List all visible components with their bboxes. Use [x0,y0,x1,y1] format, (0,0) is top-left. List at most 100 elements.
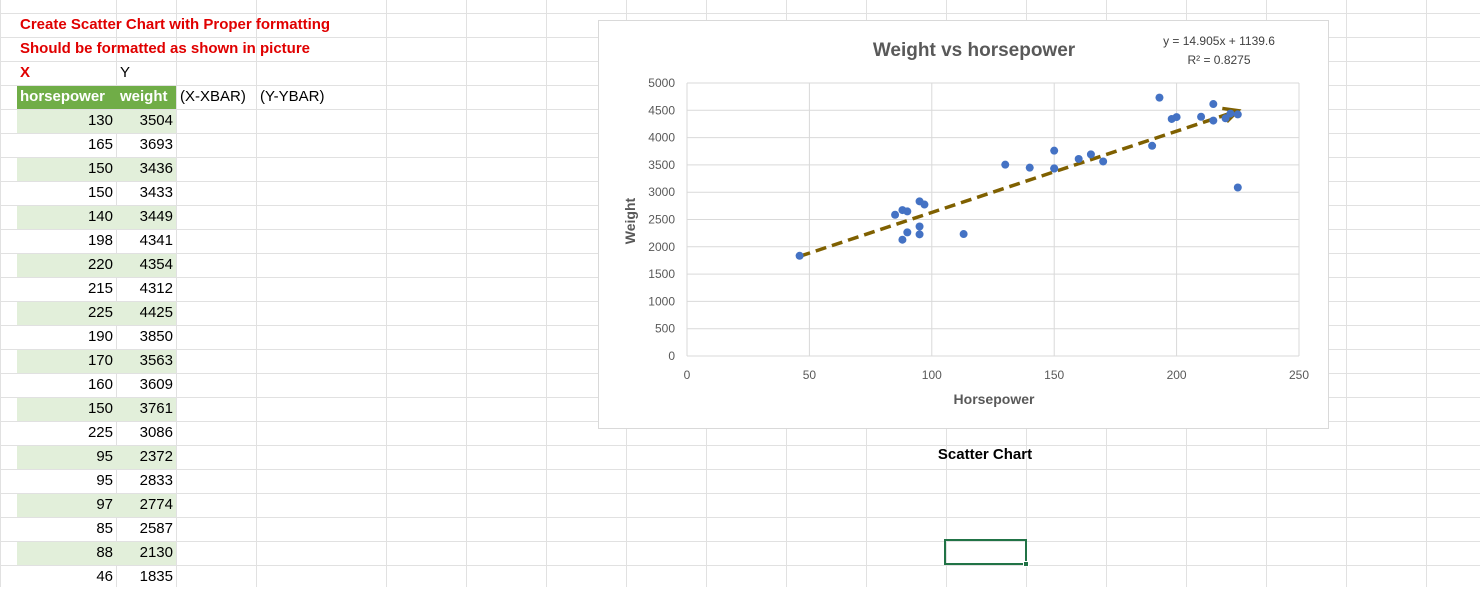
cell-horsepower[interactable]: 88 [96,544,113,561]
row-band [17,446,176,469]
cell-horsepower[interactable]: 150 [87,400,113,417]
data-point [1172,113,1181,122]
y-tick-label: 1500 [648,267,675,281]
cell-weight[interactable]: 3086 [139,424,173,441]
y-tick-label: 4500 [648,103,675,117]
fill-handle[interactable] [1023,561,1029,567]
x-tick-label: 100 [922,368,942,382]
cell-horsepower[interactable]: 170 [87,352,113,369]
row-band [17,254,176,277]
data-point [1050,146,1059,155]
data-point [898,235,907,244]
y-tick-label: 2000 [648,240,675,254]
cell-weight[interactable]: 2130 [139,544,173,561]
cell-horsepower[interactable]: 150 [87,160,113,177]
data-point [1148,141,1157,150]
header-y-ybar[interactable]: (Y-YBAR) [260,88,325,105]
cell-horsepower[interactable]: 160 [87,376,113,393]
cell-horsepower[interactable]: 95 [96,472,113,489]
cell-weight[interactable]: 3761 [139,400,173,417]
header-fill [17,86,176,109]
y-axis-title: Weight [622,197,638,244]
trendline-r-squared: R² = 0.8275 [1187,53,1250,67]
cell-weight[interactable]: 4312 [139,280,173,297]
row-band [17,494,176,517]
y-tick-label: 3500 [648,158,675,172]
cell-weight[interactable]: 3504 [139,112,173,129]
cell-horsepower[interactable]: 130 [87,112,113,129]
label-y[interactable]: Y [120,64,131,81]
label-x[interactable]: X [20,64,31,81]
data-point [1233,110,1242,119]
data-point [1074,154,1083,163]
y-tick-label: 5000 [648,76,675,90]
cell-weight[interactable]: 3693 [139,136,173,153]
x-tick-label: 250 [1289,368,1309,382]
cell-horsepower[interactable]: 165 [87,136,113,153]
data-point [1001,160,1010,169]
cell-horsepower[interactable]: 225 [87,304,113,321]
selected-cell[interactable] [944,539,1027,565]
row-band [17,542,176,565]
data-point [1155,93,1164,102]
header-weight[interactable]: weight [120,88,168,105]
cell-horsepower[interactable]: 220 [87,256,113,273]
row-band [17,158,176,181]
header-horsepower[interactable]: horsepower [20,88,106,105]
cell-weight[interactable]: 3433 [139,184,173,201]
cell-horsepower[interactable]: 150 [87,184,113,201]
cell-weight[interactable]: 4341 [139,232,173,249]
cell-weight[interactable]: 3563 [139,352,173,369]
row-band [17,302,176,325]
chart-caption[interactable]: Scatter Chart [937,446,1033,463]
row-band [17,398,176,421]
data-point [1233,183,1242,192]
cell-weight[interactable]: 4354 [139,256,173,273]
cell-weight[interactable]: 2372 [139,448,173,465]
cell-weight[interactable]: 3850 [139,328,173,345]
cell-horsepower[interactable]: 215 [87,280,113,297]
cell-weight[interactable]: 3609 [139,376,173,393]
cell-horsepower[interactable]: 225 [87,424,113,441]
data-point [1209,100,1218,109]
cell-horsepower[interactable]: 190 [87,328,113,345]
x-tick-label: 50 [803,368,817,382]
data-point [915,230,924,239]
cell-weight[interactable]: 3449 [139,208,173,225]
row-band [17,110,176,133]
note-line-2[interactable]: Should be formatted as shown in picture [20,40,311,57]
header-x-xbar[interactable]: (X-XBAR) [180,88,246,105]
cell-weight[interactable]: 3436 [139,160,173,177]
x-tick-label: 0 [684,368,691,382]
cell-horsepower[interactable]: 95 [96,448,113,465]
x-tick-label: 200 [1167,368,1187,382]
note-line-1[interactable]: Create Scatter Chart with Proper formatt… [20,16,331,33]
x-axis-title: Horsepower [954,391,1035,407]
y-tick-label: 500 [655,322,675,336]
row-band [17,206,176,229]
data-point [1025,163,1034,172]
data-point [920,200,929,209]
scatter-chart[interactable]: 0 50 100 150 200 250 0 500 1000 1500 2000 2500 3000 3… [598,20,1329,429]
cell-horsepower[interactable]: 140 [87,208,113,225]
cell-horsepower[interactable]: 97 [96,496,113,513]
data-point [959,230,968,239]
data-point [795,251,804,260]
chart-plot-svg: 0 50 100 150 200 2500500100015002000250030003… [622,34,1309,407]
y-tick-label: 2500 [648,213,675,227]
cell-weight[interactable]: 1835 [139,568,173,585]
cell-weight[interactable]: 2587 [139,520,173,537]
data-point [1099,157,1108,166]
y-tick-label: 0 [668,349,675,363]
cell-horsepower[interactable]: 198 [87,232,113,249]
data-point [1086,150,1095,159]
data-point [915,222,924,231]
y-tick-label: 4000 [648,131,675,145]
cell-weight[interactable]: 2833 [139,472,173,489]
data-point [903,207,912,216]
cell-weight[interactable]: 2774 [139,496,173,513]
cell-horsepower[interactable]: 85 [96,520,113,537]
cell-weight[interactable]: 4425 [139,304,173,321]
data-point [903,228,912,237]
cell-horsepower[interactable]: 46 [96,568,113,585]
